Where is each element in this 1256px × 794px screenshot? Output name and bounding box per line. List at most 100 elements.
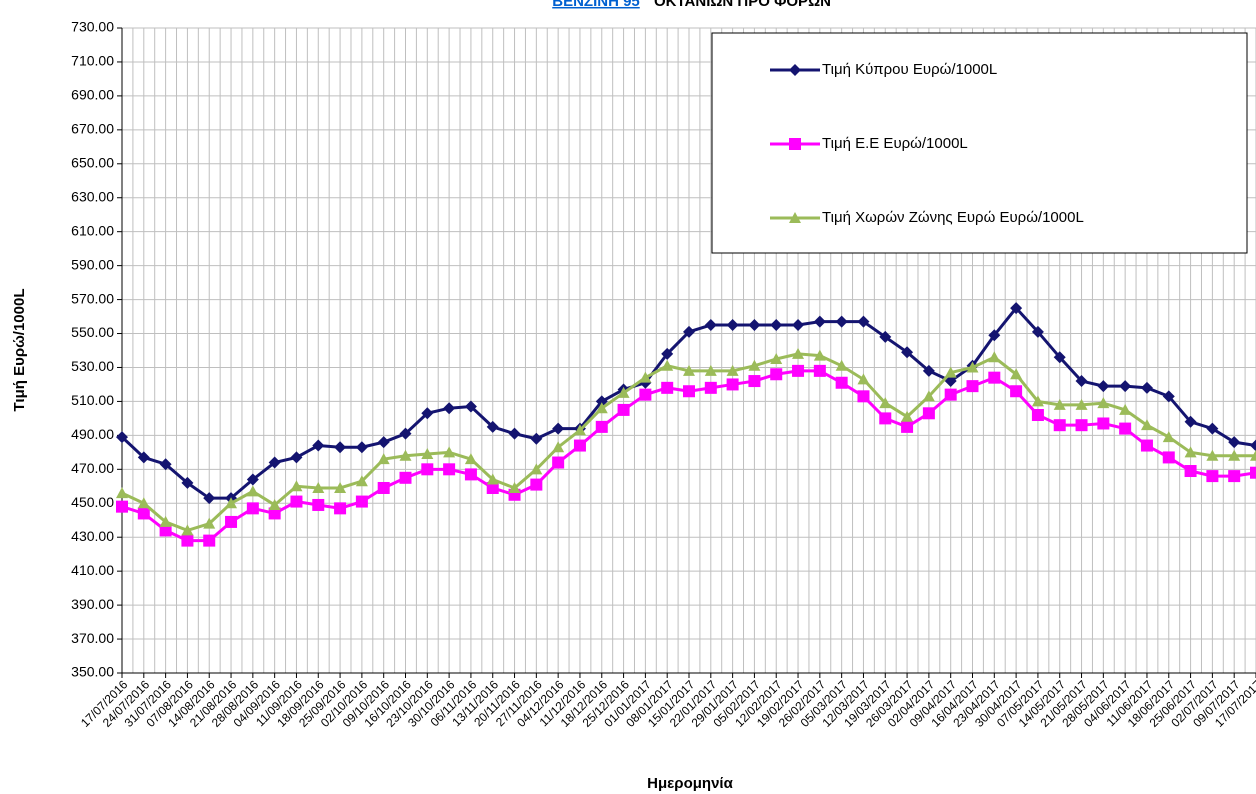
marker (181, 476, 194, 489)
marker (813, 364, 826, 377)
marker (922, 364, 935, 377)
marker (726, 319, 739, 332)
y-tick-label: 550.00 (71, 324, 114, 340)
marker (1075, 398, 1088, 410)
marker (901, 410, 914, 422)
marker (508, 427, 521, 440)
marker (988, 351, 1001, 363)
legend-marker (789, 64, 801, 76)
marker (1075, 375, 1088, 388)
marker (268, 498, 281, 510)
marker (922, 390, 935, 402)
marker (1140, 419, 1153, 431)
marker (748, 375, 761, 388)
chart-title-link: ΒΕΝΖΙΝΗ 95 (552, 0, 640, 10)
marker (552, 422, 565, 435)
marker (1097, 397, 1110, 409)
marker (683, 385, 695, 398)
marker (421, 448, 434, 460)
marker (1162, 451, 1175, 464)
marker (901, 420, 914, 433)
marker (290, 495, 303, 508)
marker (1162, 431, 1175, 443)
marker (704, 319, 717, 332)
marker (399, 449, 412, 461)
chart-title: ΟΚΤΑΝΙΩΝ ΠΡΟ ΦΟΡΩΝ (654, 0, 831, 10)
marker (726, 378, 739, 391)
marker (944, 366, 957, 378)
marker (1250, 449, 1256, 461)
marker (1206, 449, 1219, 461)
y-tick-label: 410.00 (71, 562, 114, 578)
marker (290, 480, 303, 492)
marker (661, 381, 674, 394)
y-tick-label: 350.00 (71, 664, 114, 680)
marker (464, 400, 477, 413)
marker (181, 524, 194, 536)
y-tick-label: 430.00 (71, 528, 114, 544)
legend-label: Τιμή Ε.Ε Ευρώ/1000L (822, 135, 968, 152)
y-tick-label: 590.00 (71, 256, 114, 272)
marker (399, 427, 412, 440)
marker (1075, 419, 1088, 432)
marker (661, 347, 674, 360)
marker (966, 361, 979, 373)
marker (159, 515, 172, 527)
marker (1228, 470, 1241, 483)
marker (355, 441, 368, 454)
marker (1010, 368, 1023, 380)
y-tick-label: 530.00 (71, 358, 114, 374)
marker (1119, 380, 1132, 393)
marker (443, 463, 456, 476)
marker (268, 507, 281, 520)
marker (573, 424, 586, 436)
marker (792, 364, 805, 377)
marker (704, 381, 717, 394)
marker (1140, 439, 1153, 452)
marker (1184, 465, 1197, 478)
marker (595, 420, 608, 433)
marker (813, 315, 826, 328)
marker (770, 352, 783, 364)
marker (770, 368, 783, 381)
marker (1228, 436, 1241, 449)
legend-marker (789, 138, 801, 150)
y-tick-label: 450.00 (71, 494, 114, 510)
marker (770, 319, 783, 332)
marker (661, 359, 674, 371)
marker (203, 517, 216, 529)
marker (203, 492, 216, 505)
marker (966, 380, 979, 393)
marker (225, 515, 238, 528)
y-tick-label: 670.00 (71, 121, 114, 137)
marker (1053, 351, 1066, 364)
marker (639, 371, 652, 383)
marker (203, 534, 216, 547)
marker (944, 388, 957, 401)
marker (225, 497, 238, 509)
marker (1162, 390, 1175, 403)
marker (159, 458, 172, 471)
marker (922, 407, 935, 420)
marker (1184, 446, 1197, 458)
marker (312, 481, 325, 493)
y-tick-label: 630.00 (71, 188, 114, 204)
marker (334, 441, 347, 454)
marker (421, 463, 434, 476)
marker (1053, 419, 1066, 432)
marker (813, 349, 826, 361)
y-tick-label: 490.00 (71, 426, 114, 442)
y-tick-label: 690.00 (71, 87, 114, 103)
marker (857, 373, 870, 385)
legend-marker (789, 212, 801, 223)
marker (486, 473, 499, 485)
marker (421, 407, 434, 420)
marker (879, 330, 892, 343)
marker (1097, 417, 1110, 430)
marker (835, 315, 848, 328)
marker (988, 371, 1001, 384)
marker (1228, 449, 1241, 461)
marker (1010, 302, 1023, 315)
y-tick-label: 510.00 (71, 392, 114, 408)
y-tick-label: 710.00 (71, 53, 114, 69)
